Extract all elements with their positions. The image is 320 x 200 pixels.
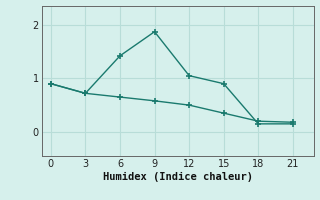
X-axis label: Humidex (Indice chaleur): Humidex (Indice chaleur): [103, 172, 252, 182]
